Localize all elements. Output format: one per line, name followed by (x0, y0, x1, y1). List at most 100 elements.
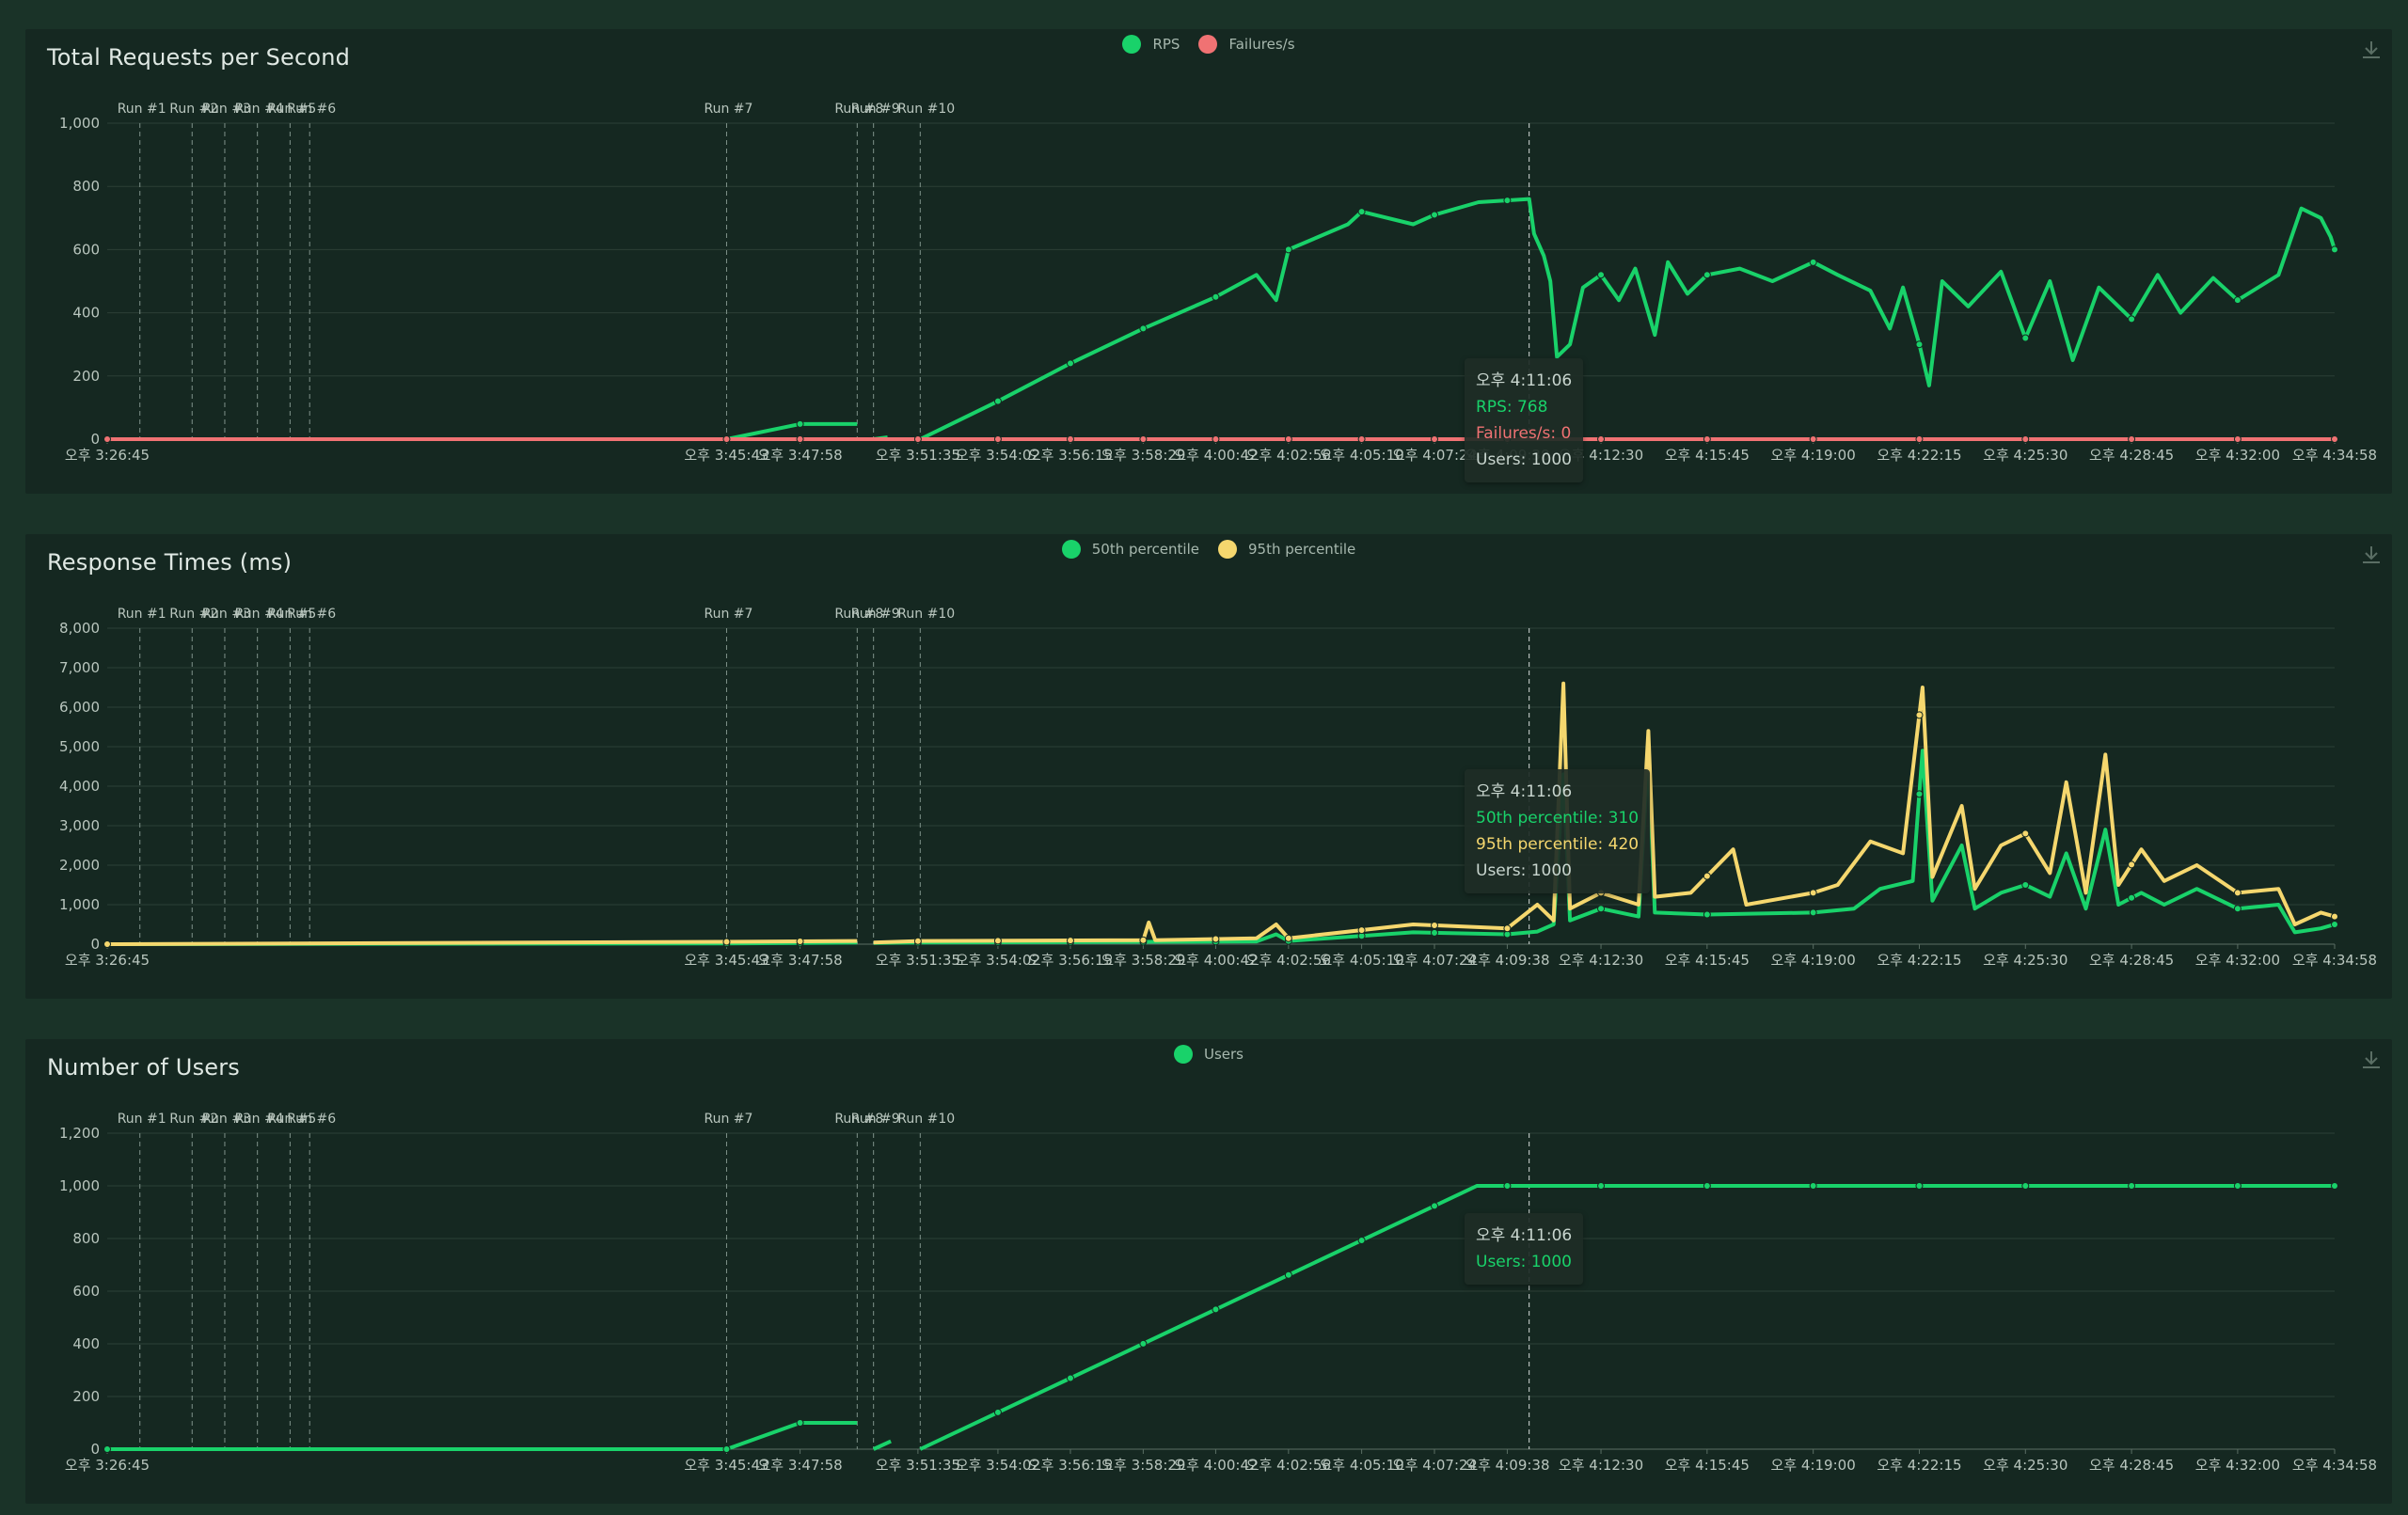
series-point (2331, 245, 2338, 254)
series-point (1915, 1182, 1924, 1190)
chart-legend: RPS Failures/s (25, 35, 2392, 54)
legend-item-failures[interactable]: Failures/s (1198, 35, 1295, 54)
run-marker-label: Run #9 (851, 607, 900, 622)
x-tick-label: 오후 4:00:42 (1173, 952, 1258, 969)
legend-item-users[interactable]: Users (1173, 1045, 1244, 1064)
x-tick-label: 오후 3:58:29 (1101, 1457, 1185, 1474)
y-tick-label: 1,200 (59, 1125, 100, 1142)
y-tick-label: 0 (90, 1441, 100, 1458)
download-icon[interactable] (2360, 39, 2383, 61)
series-point (2021, 334, 2030, 342)
series-point (1809, 258, 1817, 266)
series-point (103, 435, 111, 443)
run-marker-label: Run #7 (704, 607, 752, 622)
run-marker-label: Run #3 (202, 607, 251, 622)
series-point (1357, 208, 1366, 216)
series-point (1284, 435, 1292, 443)
series-point (1915, 711, 1924, 719)
download-icon[interactable] (2360, 544, 2383, 566)
x-tick-label: 오후 3:56:15 (1028, 1457, 1113, 1474)
series-point (1703, 910, 1711, 919)
legend-dot-icon (1198, 35, 1218, 54)
series-point (1597, 435, 1606, 443)
run-marker-label: Run #6 (287, 1112, 336, 1127)
series-line (872, 1439, 892, 1451)
y-tick-label: 6,000 (59, 699, 100, 716)
y-tick-label: 600 (72, 1283, 100, 1300)
x-tick-label: 오후 4:09:38 (1465, 952, 1549, 969)
x-tick-label: 오후 3:51:35 (876, 1457, 960, 1474)
series-point (2233, 889, 2242, 897)
chart-title: Total Requests per Second (47, 44, 351, 71)
x-tick-label: 오후 4:12:30 (1559, 952, 1643, 969)
series-point (722, 1445, 731, 1453)
y-tick-label: 3,000 (59, 817, 100, 834)
y-tick-label: 200 (72, 1388, 100, 1405)
run-marker-label: Run #4 (235, 607, 284, 622)
series-point (993, 1408, 1002, 1416)
y-tick-label: 600 (72, 241, 100, 258)
legend-label: Failures/s (1228, 36, 1295, 53)
legend-item-p95[interactable]: 95th percentile (1218, 540, 1355, 559)
series-point (1503, 1182, 1512, 1190)
series-point (1431, 928, 1439, 937)
run-marker-label: Run #9 (851, 102, 900, 117)
series-point (2331, 435, 2338, 443)
tooltip-users: Users: 1000 (1476, 450, 1572, 469)
series-point (1431, 1202, 1439, 1210)
x-tick-label: 오후 3:47:58 (757, 1457, 842, 1474)
series-line (873, 749, 2336, 945)
rps-chart-panel: Total Requests per Second RPS Failures/s… (25, 29, 2392, 494)
y-tick-label: 7,000 (59, 659, 100, 676)
x-tick-label: 오후 4:05:10 (1320, 952, 1404, 969)
series-point (2331, 912, 2338, 921)
series-point (1066, 1374, 1074, 1382)
x-tick-label: 오후 4:15:45 (1665, 1457, 1750, 1474)
response-times-plot: 0 1,000 2,000 3,000 4,000 5,000 6,000 7,000 8,00… (59, 607, 2377, 969)
y-tick-label: 800 (72, 178, 100, 195)
x-tick-label: 오후 4:28:45 (2089, 1457, 2174, 1474)
series-point (1809, 889, 1817, 897)
tooltip-p95: 95th percentile: 420 (1476, 835, 1640, 854)
series-point (1915, 435, 1924, 443)
legend-item-rps[interactable]: RPS (1122, 35, 1180, 54)
x-tick-label: 오후 4:22:15 (1877, 952, 1961, 969)
x-tick-label: 오후 4:05:10 (1320, 447, 1404, 464)
run-marker-label: Run #10 (897, 1112, 955, 1127)
series-point (1284, 934, 1292, 942)
series-point (913, 937, 922, 945)
x-tick-label: 오후 3:47:58 (757, 952, 842, 969)
series-point (1703, 872, 1711, 880)
x-tick-label: 오후 4:28:45 (2089, 447, 2174, 464)
x-tick-label: 오후 4:28:45 (2089, 952, 2174, 969)
run-marker-label: Run #6 (287, 607, 336, 622)
series-point (722, 938, 731, 946)
series-point (993, 435, 1002, 443)
users-plot: 0 200 400 600 800 1,000 1,200 오후 3:26:45 오후 3:45… (59, 1112, 2377, 1474)
x-tick-label: 오후 4:07:24 (1392, 447, 1477, 464)
series-point (993, 397, 1002, 405)
x-tick-label: 오후 4:02:56 (1246, 1457, 1331, 1474)
response-tooltip: 오후 4:11:06 50th percentile: 310 95th per… (1465, 769, 1651, 893)
x-tick-label: 오후 4:09:38 (1465, 1457, 1549, 1474)
run-marker-label: Run #10 (897, 607, 955, 622)
run-marker-label: Run #4 (235, 1112, 284, 1127)
legend-item-p50[interactable]: 50th percentile (1061, 540, 1199, 559)
x-tick-label: 오후 3:58:29 (1101, 447, 1185, 464)
series-point (1703, 435, 1711, 443)
x-tick-label: 오후 4:32:00 (2195, 952, 2280, 969)
run-marker-label: Run #8 (834, 607, 883, 622)
download-icon[interactable] (2360, 1049, 2383, 1071)
series-line (919, 197, 2337, 441)
y-tick-label: 400 (72, 305, 100, 322)
series-point (1597, 905, 1606, 913)
series-point (1284, 1270, 1292, 1279)
series-point (1809, 908, 1817, 917)
tooltip-time: 오후 4:11:06 (1476, 782, 1573, 801)
x-tick-label: 오후 3:45:43 (684, 1457, 768, 1474)
x-tick-label: 오후 3:45:43 (684, 952, 768, 969)
series-point (1915, 340, 1924, 349)
series-point (2331, 921, 2338, 928)
users-tooltip: 오후 4:11:06 Users: 1000 (1465, 1213, 1584, 1285)
series-point (796, 938, 804, 946)
